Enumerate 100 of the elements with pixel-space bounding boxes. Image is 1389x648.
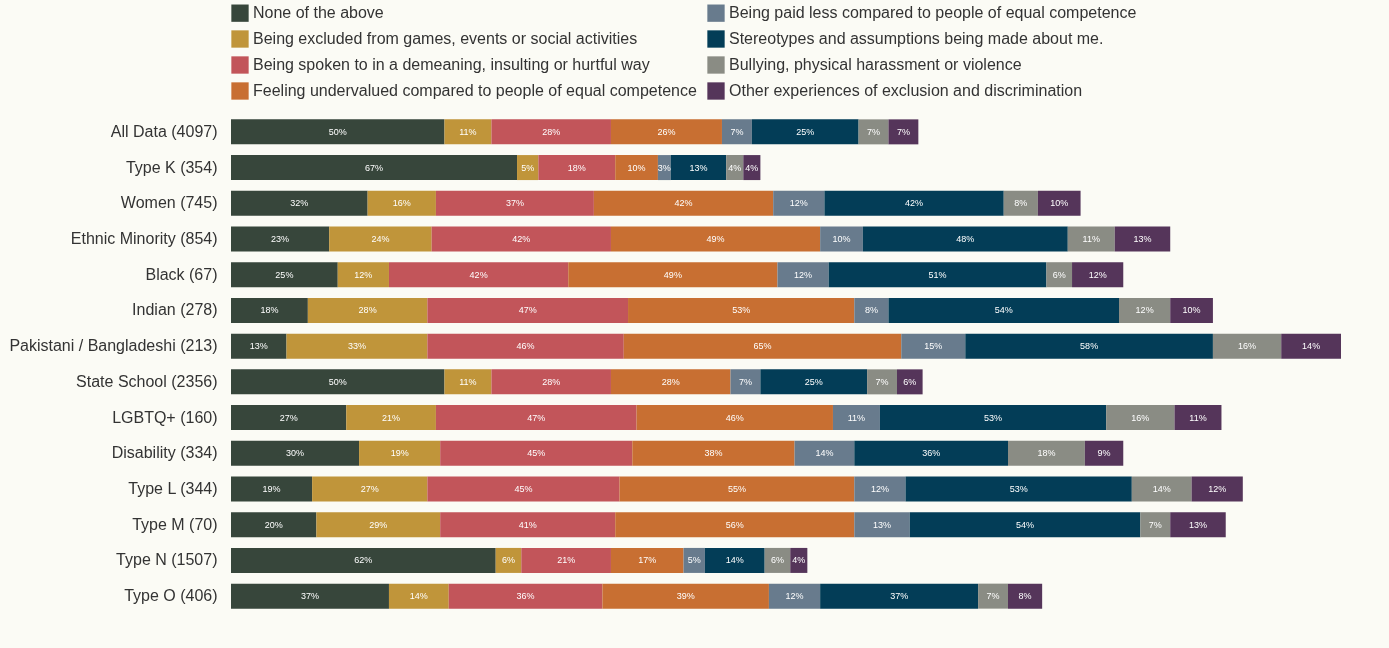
bar: [337, 262, 389, 288]
bar: [602, 583, 769, 609]
bar: [1114, 226, 1171, 252]
data-label: 8%: [1014, 198, 1028, 209]
bar: [435, 190, 594, 216]
data-label: 12%: [1135, 305, 1154, 316]
data-label: 42%: [469, 269, 488, 280]
data-label: 8%: [1018, 591, 1032, 602]
data-label: 7%: [738, 376, 752, 387]
bar: [316, 512, 441, 538]
bar: [1170, 297, 1213, 323]
bar: [440, 440, 633, 466]
data-label: 42%: [674, 198, 693, 209]
data-label: 13%: [689, 162, 708, 173]
bar: [721, 119, 752, 145]
bar: [623, 333, 902, 359]
y-tick-label: Type L (344): [128, 480, 218, 497]
data-label: 49%: [663, 269, 682, 280]
bar: [231, 476, 313, 502]
bar: [610, 547, 684, 573]
legend-label: Being spoken to in a demeaning, insulting or hurtful way: [253, 56, 650, 73]
data-label: 7%: [1148, 519, 1162, 530]
bar: [854, 512, 910, 538]
data-label: 11%: [459, 376, 477, 387]
data-label: 47%: [527, 412, 546, 423]
data-label: 41%: [518, 519, 537, 530]
bar: [231, 155, 518, 181]
bar: [1084, 440, 1124, 466]
bar: [901, 333, 966, 359]
bar: [905, 476, 1132, 502]
bar: [568, 262, 778, 288]
data-label: 48%: [956, 234, 975, 244]
data-label: 7%: [986, 591, 1000, 602]
bar: [1046, 262, 1073, 288]
legend-label: Bullying, physical harassment or violence: [729, 56, 1022, 73]
data-label: 4%: [745, 162, 759, 173]
y-tick-label: All Data (4097): [110, 122, 218, 140]
bar: [704, 547, 765, 573]
bar: [231, 119, 445, 145]
data-label: 29%: [369, 519, 388, 530]
data-label: 27%: [360, 484, 379, 494]
bar: [231, 333, 287, 359]
data-label: 7%: [875, 376, 889, 387]
data-label: 5%: [521, 162, 535, 173]
data-label: 56%: [725, 519, 744, 530]
bar: [628, 297, 855, 323]
data-label: 16%: [1131, 412, 1150, 423]
data-label: 16%: [1238, 341, 1257, 352]
data-label: 21%: [382, 412, 401, 423]
bar: [448, 583, 603, 609]
bar: [491, 369, 611, 395]
bar: [286, 333, 428, 359]
data-label: 12%: [1208, 484, 1227, 494]
data-label: 11%: [459, 126, 477, 137]
bar: [619, 476, 855, 502]
bar: [329, 226, 432, 252]
legend-label: Other experiences of exclusion and discrimination: [729, 82, 1083, 99]
data-label: 46%: [516, 341, 535, 352]
data-label: 14%: [409, 591, 428, 602]
bar: [854, 476, 906, 502]
bar: [777, 262, 829, 288]
data-label: 25%: [275, 269, 294, 280]
data-label: 4%: [728, 162, 742, 173]
data-label: 13%: [1188, 519, 1207, 530]
bar: [760, 369, 868, 395]
data-label: 19%: [262, 484, 281, 494]
data-label: 12%: [789, 198, 808, 209]
data-label: 3%: [657, 162, 671, 173]
bar: [593, 190, 774, 216]
data-label: 12%: [785, 591, 804, 602]
bar: [231, 440, 360, 466]
bar: [1008, 440, 1085, 466]
data-label: 36%: [516, 591, 535, 602]
data-label: 36%: [922, 448, 941, 459]
bar: [867, 369, 897, 395]
data-label: 16%: [392, 198, 411, 209]
data-label: 18%: [567, 162, 586, 173]
bar: [610, 226, 821, 252]
data-label: 50%: [328, 376, 347, 387]
y-tick-label: LGBTQ+ (160): [112, 408, 218, 426]
bar: [346, 405, 436, 431]
data-label: 27%: [279, 412, 298, 423]
bar: [1008, 583, 1043, 609]
bar: [538, 155, 616, 181]
bar: [978, 583, 1008, 609]
data-label: 50%: [328, 126, 347, 137]
y-tick-label: Type K (354): [125, 158, 218, 176]
data-label: 54%: [994, 305, 1013, 316]
data-label: 9%: [1097, 448, 1111, 459]
bar: [1174, 405, 1222, 431]
y-tick-label: Women (745): [120, 194, 218, 212]
bar: [312, 476, 428, 502]
y-tick-label: Type N (1507): [116, 551, 218, 569]
data-label: 37%: [505, 198, 524, 209]
legend-label: Being excluded from games, events or social activities: [253, 30, 638, 47]
bar: [440, 512, 616, 538]
y-tick-label: Pakistani / Bangladeshi (213): [9, 337, 218, 355]
bar: [1106, 405, 1175, 431]
bar: [427, 297, 629, 323]
data-label: 67%: [365, 162, 384, 173]
